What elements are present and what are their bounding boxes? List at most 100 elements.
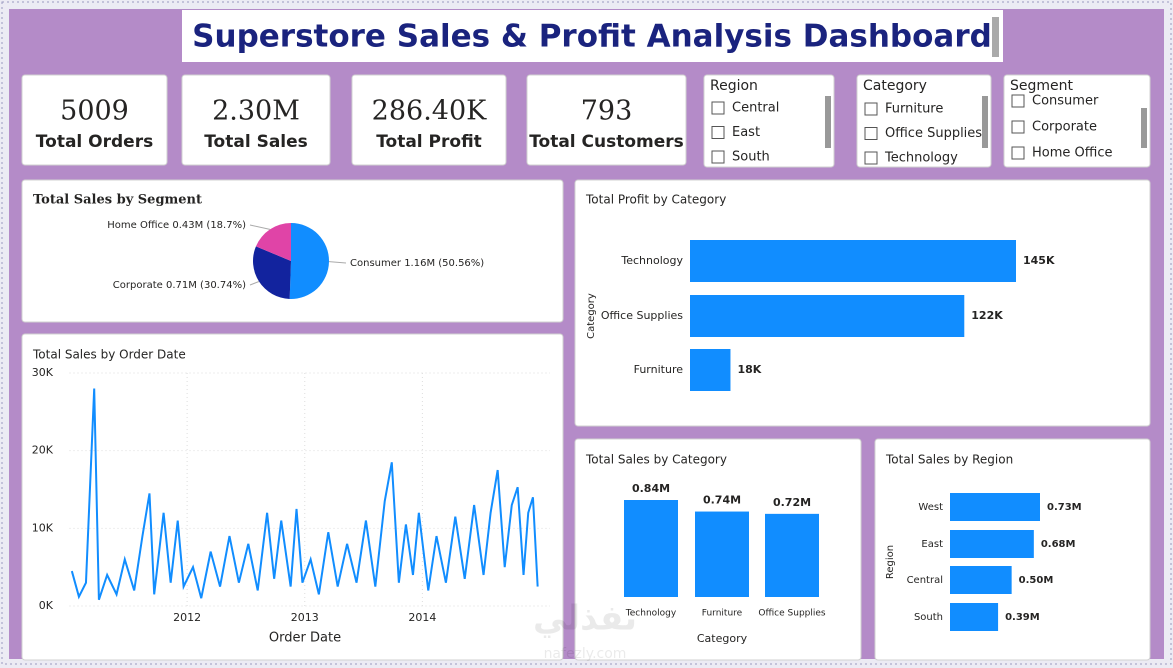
bar bbox=[950, 530, 1034, 558]
pie-label-name: Corporate bbox=[113, 280, 163, 291]
category-label: Central bbox=[907, 575, 943, 586]
slicer-option[interactable]: Central bbox=[732, 101, 779, 116]
bar bbox=[950, 493, 1040, 521]
value-label: 122K bbox=[971, 309, 1003, 322]
pie-label-value: 0.71M (30.74%) bbox=[166, 280, 246, 291]
slicer-option[interactable]: South bbox=[732, 150, 770, 165]
checkbox[interactable] bbox=[711, 101, 725, 115]
leader-line bbox=[249, 224, 271, 230]
chart-title: Total Sales by Segment bbox=[33, 193, 202, 208]
checkbox[interactable] bbox=[711, 126, 725, 139]
value-label: 0.74M bbox=[703, 494, 741, 507]
leader-line bbox=[249, 281, 260, 286]
leader-line bbox=[328, 261, 347, 264]
bar bbox=[765, 513, 819, 597]
checkbox[interactable] bbox=[711, 150, 725, 164]
kpi-label: Total Orders bbox=[36, 132, 153, 152]
category-label: West bbox=[918, 502, 943, 513]
value-label: 0.50M bbox=[1019, 575, 1054, 586]
checkbox[interactable] bbox=[864, 127, 878, 140]
x-axis-title: Category bbox=[697, 632, 748, 645]
category-label: East bbox=[921, 539, 943, 550]
pie-label-value: 1.16M (50.56%) bbox=[404, 258, 484, 269]
kpi-value: 793 bbox=[581, 96, 633, 127]
x-tick-label: 2014 bbox=[408, 611, 436, 624]
panel bbox=[181, 74, 331, 166]
x-tick-label: 2012 bbox=[173, 611, 201, 624]
scrollbar bbox=[992, 17, 999, 57]
pie-label-name: Consumer bbox=[350, 258, 402, 269]
pie-label: Home Office 0.43M (18.7%) bbox=[107, 220, 246, 231]
slicer-option[interactable]: East bbox=[732, 125, 760, 140]
pie-slice bbox=[289, 223, 329, 299]
pie-label: Consumer 1.16M (50.56%) bbox=[350, 258, 484, 269]
bar bbox=[695, 511, 749, 597]
chart-title: Total Sales by Order Date bbox=[32, 348, 186, 362]
category-label: Office Supplies bbox=[758, 609, 826, 619]
y-tick-label: 0K bbox=[39, 599, 54, 612]
value-label: 0.73M bbox=[1047, 502, 1082, 513]
bar bbox=[950, 603, 999, 631]
scrollbar bbox=[1141, 108, 1147, 148]
category-label: South bbox=[914, 612, 943, 623]
bar bbox=[624, 500, 678, 597]
slicer-title: Category bbox=[863, 78, 927, 94]
checkbox[interactable] bbox=[1011, 146, 1025, 160]
value-label: 18K bbox=[737, 363, 761, 376]
category-label: Furniture bbox=[634, 363, 684, 376]
pie-slice bbox=[253, 246, 291, 299]
panel bbox=[526, 74, 687, 166]
slicer-option[interactable]: Corporate bbox=[1032, 120, 1097, 135]
pie-label-value: 0.43M (18.7%) bbox=[172, 220, 246, 231]
title-bar bbox=[182, 10, 1003, 62]
kpi-label: Total Customers bbox=[529, 132, 684, 152]
pie-label-name: Home Office bbox=[107, 220, 169, 231]
kpi-value: 286.40K bbox=[372, 96, 487, 127]
bar bbox=[950, 566, 1012, 594]
category-label: Furniture bbox=[702, 609, 743, 619]
slicer-option[interactable]: Office Supplies bbox=[885, 126, 982, 141]
checkbox[interactable] bbox=[864, 151, 878, 165]
value-label: 0.72M bbox=[773, 496, 811, 509]
y-axis-title: Category bbox=[586, 293, 597, 339]
checkbox[interactable] bbox=[864, 102, 878, 116]
value-label: 0.84M bbox=[632, 482, 670, 495]
slicer-option[interactable]: Consumer bbox=[1032, 94, 1099, 109]
slicer-option[interactable]: Technology bbox=[884, 151, 958, 166]
checkbox[interactable] bbox=[1011, 120, 1025, 134]
pie-label: Corporate 0.71M (30.74%) bbox=[113, 280, 246, 291]
y-axis-title: Region bbox=[885, 545, 896, 579]
watermark: nafezly.com bbox=[544, 646, 627, 662]
sales-line bbox=[70, 388, 539, 601]
scrollbar bbox=[982, 96, 988, 148]
kpi-value: 5009 bbox=[60, 96, 129, 127]
category-label: Technology bbox=[625, 609, 677, 619]
y-tick-label: 20K bbox=[32, 444, 54, 457]
y-tick-label: 30K bbox=[32, 366, 54, 379]
chart-title: Total Sales by Region bbox=[885, 453, 1013, 467]
scrollbar bbox=[825, 96, 831, 148]
pie-slice bbox=[255, 223, 291, 261]
value-label: 0.39M bbox=[1005, 612, 1040, 623]
chart-title: Total Sales by Category bbox=[585, 453, 727, 467]
value-label: 0.68M bbox=[1041, 539, 1076, 550]
panel bbox=[351, 74, 507, 166]
bar bbox=[690, 295, 965, 337]
bar bbox=[690, 240, 1016, 282]
value-label: 145K bbox=[1023, 254, 1055, 267]
category-label: Technology bbox=[620, 254, 683, 267]
kpi-label: Total Profit bbox=[376, 132, 482, 152]
slicer-option[interactable]: Home Office bbox=[1032, 146, 1112, 161]
y-tick-label: 10K bbox=[32, 521, 54, 534]
panel bbox=[856, 74, 992, 168]
chart-title: Total Profit by Category bbox=[585, 193, 726, 207]
category-label: Office Supplies bbox=[601, 309, 683, 322]
slicer-option[interactable]: Furniture bbox=[885, 102, 943, 117]
dashboard-title: Superstore Sales & Profit Analysis Dashb… bbox=[192, 19, 992, 55]
watermark: نفذلي bbox=[533, 599, 637, 639]
checkbox[interactable] bbox=[1011, 94, 1025, 108]
kpi-value: 2.30M bbox=[212, 96, 300, 127]
slicer-title: Segment bbox=[1010, 78, 1074, 94]
